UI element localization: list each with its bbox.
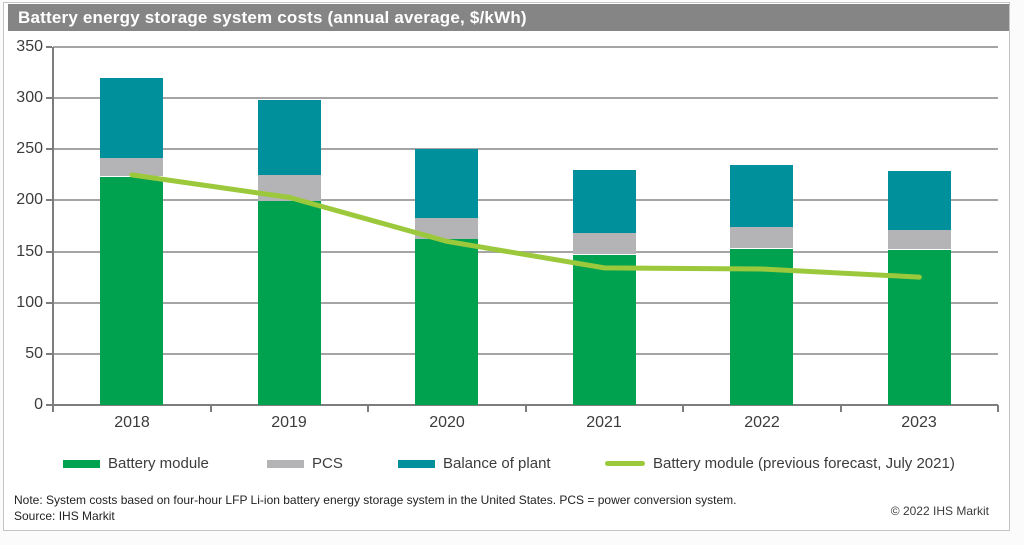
x-axis-label: 2020 (429, 414, 465, 431)
x-axis-label: 2023 (901, 414, 937, 431)
gridline (53, 46, 998, 48)
y-axis-tick (46, 199, 52, 201)
bar-segment-pcs-2021 (573, 233, 636, 254)
bar-segment-pcs-2019 (258, 175, 321, 201)
legend-swatch-battery-module (63, 459, 100, 468)
legend-swatch-pcs (267, 459, 304, 468)
gridline (53, 251, 998, 253)
notes: Note: System costs based on four-hour LF… (14, 492, 736, 524)
y-axis-label: 300 (16, 89, 43, 106)
legend-label-pcs: PCS (312, 455, 343, 472)
copyright-text: © 2022 IHS Markit (890, 504, 989, 518)
bar-segment-battery-module-2019 (258, 200, 321, 405)
legend-line-swatch-battery-module-previous-forecast-july-2021 (605, 461, 645, 466)
x-axis-tick (840, 405, 842, 412)
x-axis-label: 2021 (586, 414, 622, 431)
bar-segment-pcs-2022 (730, 227, 793, 248)
y-axis-tick (46, 148, 52, 150)
bar-segment-battery-module-2021 (573, 255, 636, 405)
bar-segment-balance-of-plant-2021 (573, 170, 636, 233)
legend-item-balance-of-plant: Balance of plant (398, 455, 551, 472)
y-axis-label: 100 (16, 294, 43, 311)
x-axis-label: 2019 (271, 414, 307, 431)
legend-label-battery-module: Battery module (108, 455, 209, 472)
gridline (53, 97, 998, 99)
gridline (53, 302, 998, 304)
gridline (53, 353, 998, 355)
x-axis-label: 2022 (744, 414, 780, 431)
y-axis-label: 150 (16, 243, 43, 260)
x-axis-tick (367, 405, 369, 412)
bar-segment-balance-of-plant-2023 (888, 171, 951, 230)
bar-segment-battery-module-2022 (730, 249, 793, 405)
gridline (53, 199, 998, 201)
chart-card: Battery energy storage system costs (ann… (3, 2, 1010, 531)
note-text: Note: System costs based on four-hour LF… (14, 493, 737, 507)
bar-segment-balance-of-plant-2018 (100, 78, 163, 158)
legend-item-pcs: PCS (267, 455, 343, 472)
x-axis-tick (682, 405, 684, 412)
bar-segment-balance-of-plant-2022 (730, 165, 793, 227)
legend-label-battery-module-previous-forecast-july-2021: Battery module (previous forecast, July … (653, 455, 955, 472)
legend-item-battery-module: Battery module (63, 455, 209, 472)
bar-segment-pcs-2023 (888, 230, 951, 249)
y-axis-label: 250 (16, 140, 43, 157)
legend-label-balance-of-plant: Balance of plant (443, 455, 551, 472)
y-axis-label: 50 (25, 345, 43, 362)
gridline (53, 148, 998, 150)
x-axis-tick (997, 405, 999, 412)
y-axis-line (52, 47, 54, 406)
legend-item-battery-module-previous-forecast-july-2021: Battery module (previous forecast, July … (605, 455, 955, 472)
source-text: Source: IHS Markit (14, 509, 115, 523)
chart-title-bar: Battery energy storage system costs (ann… (8, 4, 1009, 31)
chart-title: Battery energy storage system costs (ann… (18, 7, 527, 27)
y-axis-tick (46, 46, 52, 48)
bar-segment-pcs-2018 (100, 157, 163, 176)
y-axis-tick (46, 251, 52, 253)
x-axis-tick (525, 405, 527, 412)
y-axis-tick (46, 97, 52, 99)
legend-swatch-balance-of-plant (398, 459, 435, 468)
bar-segment-battery-module-2023 (888, 250, 951, 405)
x-axis-tick (52, 405, 54, 412)
y-axis-tick (46, 404, 52, 406)
y-axis-label: 200 (16, 191, 43, 208)
bar-segment-battery-module-2020 (415, 239, 478, 405)
bar-segment-battery-module-2018 (100, 177, 163, 405)
x-axis-tick (210, 405, 212, 412)
y-axis-label: 350 (16, 38, 43, 55)
x-axis-label: 2018 (114, 414, 150, 431)
y-axis-tick (46, 302, 52, 304)
bar-segment-balance-of-plant-2019 (258, 100, 321, 175)
plot-area: 0 50 100 150 200 250 300 350 2018 2019 2020 2021 202… (4, 3, 1009, 530)
bar-segment-balance-of-plant-2020 (415, 149, 478, 218)
y-axis-label: 0 (34, 396, 43, 413)
y-axis-tick (46, 353, 52, 355)
bar-segment-pcs-2020 (415, 218, 478, 239)
